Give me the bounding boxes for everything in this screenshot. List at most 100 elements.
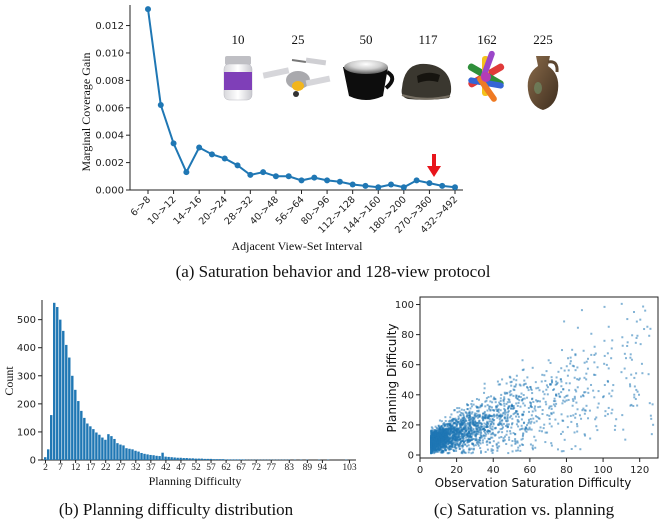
panel-c-point <box>432 442 435 445</box>
panel-c-point <box>641 372 644 375</box>
panel-c-point <box>456 442 459 445</box>
panel-c-point <box>529 385 532 388</box>
panel-c-point <box>495 408 498 411</box>
panel-c-point <box>475 430 478 433</box>
panel-c-point <box>593 361 596 364</box>
panel-b-bar <box>134 450 137 460</box>
panel-c-point <box>550 383 553 386</box>
panel-c-point <box>446 423 449 426</box>
panel-c-point <box>467 426 470 429</box>
panel-c-point <box>527 406 530 409</box>
panel-b-bar <box>173 457 176 460</box>
panel-c-point <box>508 401 511 404</box>
panel-c-point <box>456 407 459 410</box>
panel-c-point <box>561 419 564 422</box>
panel-c-point <box>475 425 478 428</box>
panel-c-point <box>468 411 471 414</box>
panel-c-point <box>450 430 453 433</box>
panel-b-bar <box>167 456 170 460</box>
panel-b-bar <box>92 429 95 460</box>
panel-c-point <box>548 422 551 425</box>
panel-c-point <box>522 432 525 435</box>
panel-c-point <box>454 446 457 449</box>
panel-a-data-point <box>196 144 203 151</box>
panel-c-point <box>634 341 637 344</box>
panel-c-point <box>590 383 593 386</box>
panel-c-point <box>491 451 494 454</box>
panel-c-point <box>490 414 493 417</box>
panel-c-point <box>533 407 536 410</box>
panel-c-point <box>508 436 511 439</box>
panel-c-point <box>507 410 510 413</box>
panel-c-point <box>433 448 436 451</box>
panel-c-point <box>503 410 506 413</box>
panel-c-point <box>585 404 588 407</box>
panel-c-point <box>529 405 532 408</box>
panel-c-point <box>475 428 478 431</box>
panel-a-data-point <box>413 177 420 184</box>
panel-b-bar <box>200 458 203 460</box>
panel-c-point <box>438 442 441 445</box>
panel-c-point <box>446 431 449 434</box>
panel-c-point <box>438 439 441 442</box>
panel-c-point <box>583 433 586 436</box>
panel-c-point <box>483 410 486 413</box>
panel-c-point <box>531 446 534 449</box>
panel-b-y-tick-label: 400 <box>17 343 36 354</box>
panel-c-point <box>610 395 613 398</box>
panel-c-point <box>480 425 483 428</box>
panel-c-point <box>469 407 472 410</box>
panel-b-x-tick-label: 77 <box>266 463 276 473</box>
panel-c-point <box>448 427 451 430</box>
panel-c-point <box>495 414 498 417</box>
panel-b-bar <box>71 375 74 460</box>
panel-c-point <box>442 442 445 445</box>
panel-c-point <box>488 441 491 444</box>
panel-b-bar <box>122 445 125 460</box>
object-count-6: 225 <box>533 32 553 47</box>
panel-c-point <box>459 440 462 443</box>
panel-c-point <box>570 420 573 423</box>
panel-c-point <box>626 344 629 347</box>
panel-c-point <box>512 407 515 410</box>
panel-b-bar <box>95 432 98 460</box>
panel-c-point <box>498 418 501 421</box>
panel-c-point <box>554 405 557 408</box>
panel-c-point <box>455 434 458 437</box>
panel-b-bar <box>113 438 116 460</box>
panel-c-point <box>479 451 482 454</box>
panel-c-point <box>498 401 501 404</box>
panel-c-point <box>558 395 561 398</box>
panel-c-point <box>492 414 495 417</box>
panel-c-point <box>478 426 481 429</box>
panel-c-point <box>478 420 481 423</box>
panel-b-bar <box>230 459 234 460</box>
panel-c-point <box>524 429 527 432</box>
panel-c-point <box>506 424 509 427</box>
panel-c-point <box>521 369 524 372</box>
panel-c-point <box>527 418 530 421</box>
panel-a-y-tick-label: 0.006 <box>95 103 124 114</box>
panel-c-point <box>448 442 451 445</box>
panel-c-point <box>452 438 455 441</box>
panel-c-point <box>435 438 438 441</box>
panel-c-point <box>518 399 521 402</box>
panel-c-point <box>435 442 438 445</box>
panel-c-point <box>505 382 508 385</box>
panel-b-bar <box>56 307 59 460</box>
panel-c-point <box>488 407 491 410</box>
panel-c-point <box>462 423 465 426</box>
panel-c-point <box>514 385 517 388</box>
panel-c-point <box>563 396 566 399</box>
panel-c-point <box>630 358 633 361</box>
panel-c-point <box>522 410 525 413</box>
panel-c-point <box>437 450 440 453</box>
panel-c-point <box>461 452 464 455</box>
panel-c-point <box>560 380 563 383</box>
panel-a-data-point <box>362 182 369 189</box>
panel-c-point <box>478 415 481 418</box>
panel-c-point <box>440 451 443 454</box>
panel-c-point <box>491 417 494 420</box>
panel-c-point <box>556 448 559 451</box>
